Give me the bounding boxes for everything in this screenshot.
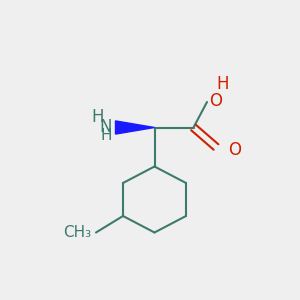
Polygon shape [116, 121, 154, 134]
Text: O: O [228, 141, 241, 159]
Text: N: N [100, 118, 112, 136]
Text: H: H [101, 128, 112, 143]
Text: H: H [91, 108, 104, 126]
Text: CH₃: CH₃ [63, 225, 92, 240]
Text: O: O [209, 92, 222, 110]
Text: H: H [216, 75, 229, 93]
